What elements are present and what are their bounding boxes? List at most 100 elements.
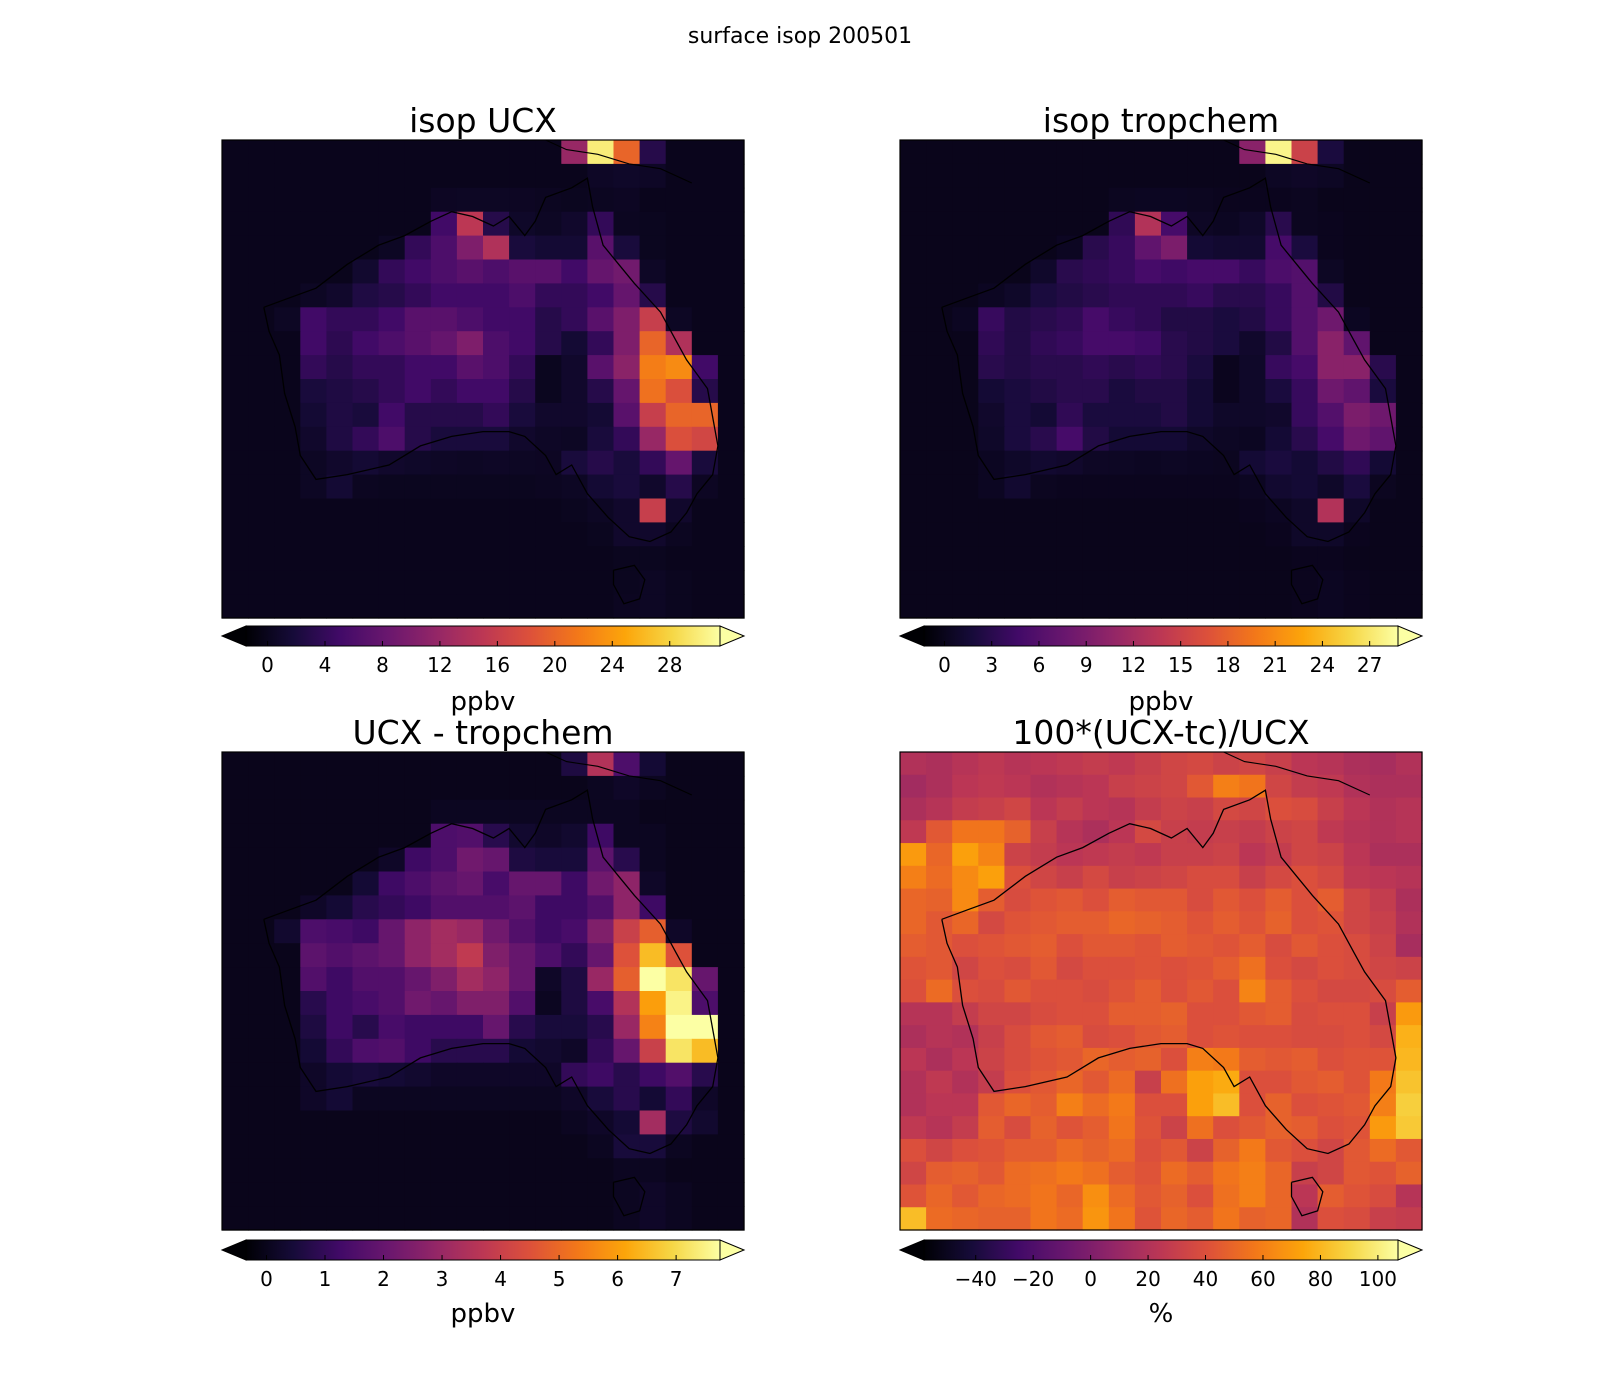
heatmap-cell [1291, 1138, 1319, 1163]
heatmap-cell [665, 943, 693, 968]
heatmap-cell [1265, 1093, 1293, 1117]
heatmap-cell [613, 498, 641, 523]
heatmap-cell [1291, 235, 1319, 261]
heatmap-cell [1395, 1070, 1423, 1095]
heatmap-cell [352, 140, 380, 165]
heatmap-cell [1030, 1116, 1058, 1140]
colorbar-tick-label: 7 [670, 1267, 683, 1291]
heatmap-cell [483, 775, 510, 801]
heatmap-cell [1239, 379, 1266, 404]
colorbar-tick-label: 12 [427, 653, 452, 677]
heatmap-cell [1239, 1047, 1266, 1072]
heatmap-cell [535, 895, 562, 920]
heatmap-cell [1134, 752, 1162, 776]
heatmap-cell [926, 979, 953, 1003]
heatmap-cell [1369, 450, 1397, 476]
heatmap-cell [378, 1038, 406, 1064]
colorbar-tick-label: 20 [542, 653, 567, 677]
heatmap-cell [1213, 163, 1240, 189]
heatmap-cell [587, 1134, 615, 1159]
heatmap-cell [978, 570, 1005, 595]
heatmap-cell [274, 775, 301, 801]
colorbar-tick-label: 20 [1135, 1267, 1160, 1291]
heatmap-cell [300, 211, 327, 237]
heatmap-cell [900, 888, 927, 912]
heatmap-cell [1291, 187, 1319, 213]
heatmap-cell [300, 426, 327, 452]
heatmap-cell [430, 1158, 458, 1183]
heatmap-cell [587, 1206, 615, 1231]
heatmap-cell [1108, 331, 1136, 356]
heatmap-cell [1056, 379, 1084, 404]
heatmap-cell [561, 594, 588, 619]
heatmap-cell [1161, 1047, 1188, 1072]
heatmap-cell [1213, 426, 1240, 452]
heatmap-cell [326, 498, 354, 523]
heatmap-cell [900, 752, 927, 776]
colorbar-tick-label: 9 [1080, 653, 1093, 677]
heatmap-cell [274, 355, 301, 380]
heatmap-cell [222, 991, 249, 1016]
heatmap-cell [1004, 752, 1032, 776]
heatmap-cell [1317, 1184, 1345, 1208]
heatmap-cell [1108, 450, 1136, 476]
heatmap-cell [1395, 450, 1423, 476]
heatmap-cell [1161, 843, 1188, 867]
heatmap-cell [1317, 522, 1345, 547]
heatmap-cell [222, 1110, 249, 1135]
heatmap-cell [926, 235, 953, 261]
heatmap-cell [1291, 752, 1319, 776]
heatmap-cell [1369, 283, 1397, 308]
heatmap-cell [1239, 426, 1266, 452]
heatmap-cell [665, 847, 693, 873]
heatmap-cell [300, 546, 327, 571]
heatmap-cell [1369, 774, 1397, 799]
heatmap-cell [900, 956, 927, 981]
heatmap-cell [300, 752, 327, 777]
heatmap-cell [274, 331, 301, 356]
heatmap-cell [456, 1014, 484, 1040]
heatmap-cell [900, 522, 927, 547]
heatmap-cell [1108, 1047, 1136, 1072]
heatmap-cell [509, 1014, 536, 1040]
heatmap-cell [404, 402, 432, 428]
figure-title: surface isop 200501 [687, 24, 913, 49]
heatmap-cell [1161, 235, 1188, 261]
heatmap-cell [900, 355, 927, 380]
heatmap-cell [1317, 140, 1345, 165]
heatmap-cell [1082, 211, 1110, 237]
heatmap-cell [352, 752, 380, 777]
heatmap-cell [952, 211, 979, 237]
heatmap-cell [300, 187, 327, 213]
colorbar-tick-label: 3 [985, 653, 998, 677]
heatmap-cell [404, 163, 432, 189]
heatmap-cell [248, 1110, 275, 1135]
heatmap-cell [430, 259, 458, 284]
heatmap-cell [248, 474, 275, 500]
heatmap-cell [1343, 570, 1371, 595]
heatmap-cell [352, 1014, 380, 1040]
heatmap-cell [639, 259, 667, 284]
heatmap-cell [1343, 1138, 1371, 1163]
heatmap-cell [1239, 235, 1266, 261]
heatmap-cell [639, 331, 667, 356]
heatmap-cell [456, 163, 484, 189]
heatmap-cell [222, 823, 249, 849]
heatmap-cell [1369, 888, 1397, 912]
heatmap-cell [535, 1014, 562, 1040]
heatmap-cell [639, 211, 667, 237]
heatmap-cell [1004, 797, 1032, 821]
heatmap-cell [378, 871, 406, 896]
heatmap-cell [326, 775, 354, 801]
heatmap-cell [1056, 307, 1084, 332]
heatmap-cell [1004, 1138, 1032, 1163]
heatmap-cell [613, 283, 641, 308]
heatmap-cell [1265, 1184, 1293, 1208]
heatmap-cell [1134, 140, 1162, 165]
heatmap-cell [665, 594, 693, 619]
heatmap-cell [483, 1206, 510, 1231]
heatmap-cell [1004, 331, 1032, 356]
heatmap-cell [1213, 956, 1240, 981]
heatmap-cell [1082, 820, 1110, 844]
heatmap-cell [1056, 426, 1084, 452]
